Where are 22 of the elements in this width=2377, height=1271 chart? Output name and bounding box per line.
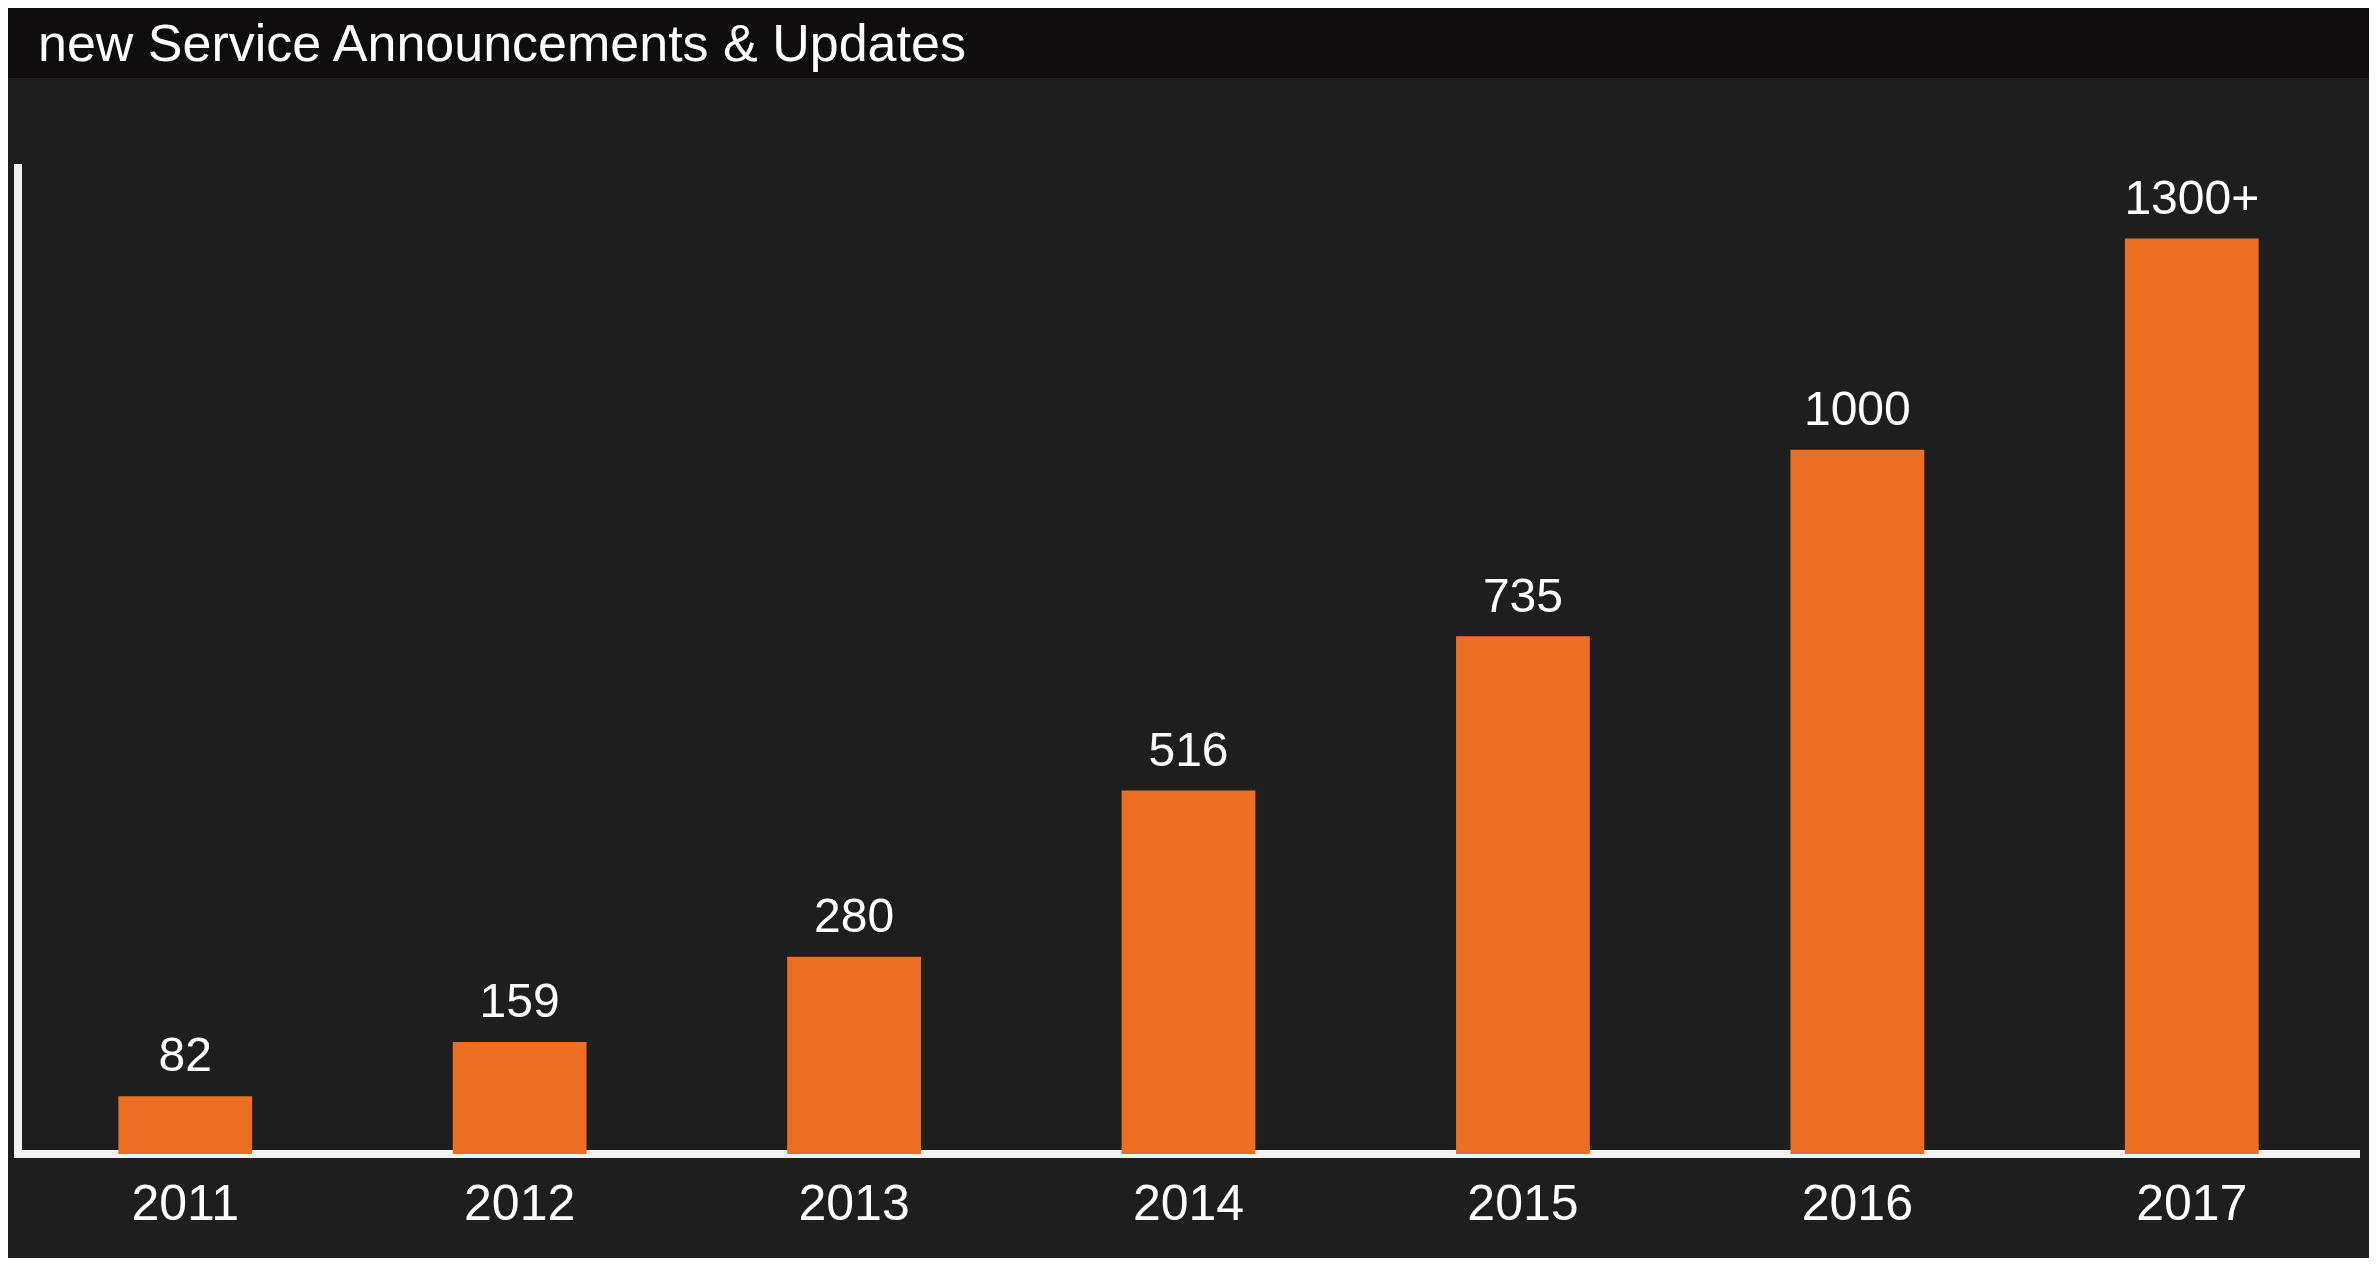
x-tick-label: 2016: [1801, 1174, 1913, 1231]
data-label: 280: [814, 889, 895, 943]
x-tick-label: 2015: [1467, 1174, 1579, 1231]
x-tick-label: 2011: [131, 1174, 239, 1231]
bar: [452, 1042, 587, 1154]
data-label: 1300+: [2124, 170, 2260, 224]
x-tick-label: 2012: [464, 1174, 576, 1231]
bar: [787, 956, 921, 1154]
data-label: 516: [1148, 722, 1229, 776]
chart-title: new Service Announcements & Updates: [8, 8, 2369, 78]
x-tick-label: 2014: [1132, 1174, 1245, 1231]
data-label: 735: [1482, 568, 1563, 622]
data-label: 159: [479, 974, 560, 1028]
bar: [1121, 790, 1256, 1154]
data-label: 82: [158, 1028, 212, 1082]
bar: [1790, 449, 1925, 1154]
data-label: 1000: [1803, 381, 1911, 435]
x-tick-label: 2017: [2136, 1174, 2248, 1231]
bar: [1456, 636, 1590, 1154]
bar: [118, 1096, 253, 1154]
x-tick-label: 2013: [798, 1174, 910, 1231]
bar: [2124, 238, 2259, 1154]
